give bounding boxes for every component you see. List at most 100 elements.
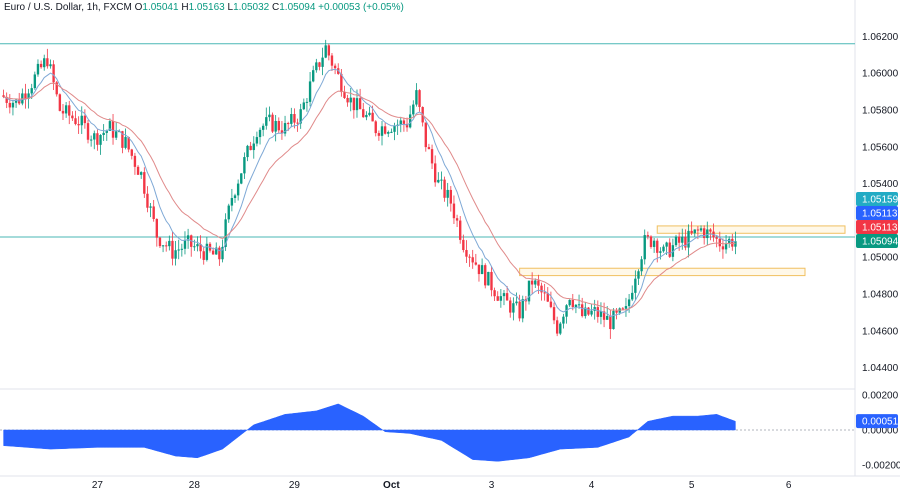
candle-body bbox=[227, 205, 230, 220]
candle-body bbox=[568, 299, 571, 306]
candle-body bbox=[24, 93, 27, 99]
candle-body bbox=[659, 251, 662, 253]
candle-body bbox=[171, 240, 174, 259]
candle-body bbox=[387, 132, 390, 134]
candle-body bbox=[283, 123, 287, 134]
candle-body bbox=[440, 179, 443, 181]
candle-body bbox=[599, 311, 603, 317]
candle-body bbox=[374, 121, 377, 134]
candle-body bbox=[527, 280, 531, 302]
candle-body bbox=[562, 316, 565, 324]
candle-body bbox=[377, 133, 381, 136]
candle-body bbox=[668, 242, 671, 257]
candle-body bbox=[161, 245, 165, 247]
candle-body bbox=[402, 120, 406, 124]
price-badge-label: 1.05113 bbox=[862, 223, 898, 234]
time-tick-label: 27 bbox=[92, 480, 104, 491]
candle-body bbox=[318, 62, 321, 67]
candle-body bbox=[114, 131, 118, 138]
candle-body bbox=[665, 242, 668, 247]
candle-body bbox=[18, 99, 21, 104]
candle-body bbox=[349, 97, 352, 103]
candle-body bbox=[133, 155, 137, 167]
candle-body bbox=[268, 114, 271, 118]
candle-body bbox=[14, 99, 18, 103]
osc-area bbox=[3, 403, 736, 462]
low-value: 1.05032 bbox=[233, 2, 270, 13]
candle-body bbox=[418, 90, 421, 108]
candle-body bbox=[627, 299, 631, 307]
candle-body bbox=[205, 243, 209, 260]
candle-body bbox=[358, 98, 362, 110]
candle-body bbox=[139, 172, 143, 175]
candle-body bbox=[36, 63, 40, 75]
candle-body bbox=[340, 73, 343, 93]
candle-body bbox=[321, 57, 324, 67]
time-tick-label: 29 bbox=[289, 480, 301, 491]
candle-body bbox=[136, 166, 140, 175]
chart-header: Euro / U.S. Dollar, 1h, FXCM O1.05041 H1… bbox=[4, 2, 404, 13]
candle-body bbox=[490, 271, 493, 291]
candle-body bbox=[199, 244, 202, 252]
candle-body bbox=[487, 271, 490, 286]
candle-body bbox=[127, 137, 130, 150]
candle-body bbox=[71, 115, 74, 119]
candle-body bbox=[196, 244, 199, 247]
zone-rect bbox=[519, 267, 806, 277]
candle-body bbox=[602, 311, 606, 320]
price-badge-label: 1.05094 bbox=[862, 237, 899, 248]
price-tick-label: 1.05000 bbox=[862, 253, 899, 264]
candle-body bbox=[299, 109, 302, 124]
candle-body bbox=[39, 63, 43, 68]
candle-body bbox=[152, 206, 155, 219]
price-tick-label: 1.05400 bbox=[862, 179, 899, 190]
price-tick-label: 1.06000 bbox=[862, 69, 899, 80]
candle-body bbox=[559, 323, 562, 334]
candle-body bbox=[643, 235, 646, 260]
candle-body bbox=[443, 179, 446, 198]
candle-body bbox=[180, 248, 184, 250]
candle-body bbox=[8, 102, 12, 108]
candle-body bbox=[11, 102, 15, 108]
candle-body bbox=[590, 310, 593, 315]
candle-body bbox=[362, 109, 365, 118]
candle-body bbox=[302, 102, 306, 110]
zone-rect bbox=[656, 225, 846, 234]
candle-body bbox=[315, 62, 318, 71]
candle-body bbox=[496, 296, 499, 301]
candle-body bbox=[549, 301, 553, 308]
candle-body bbox=[552, 307, 556, 321]
candle-body bbox=[155, 218, 159, 238]
candle-body bbox=[687, 230, 690, 248]
candle-body bbox=[74, 118, 77, 125]
osc-tick-label: 0.00000 bbox=[862, 426, 899, 437]
time-tick-label: 5 bbox=[689, 480, 695, 491]
time-tick-label: 3 bbox=[489, 480, 495, 491]
axes: 1.062001.060001.058001.056001.054001.052… bbox=[92, 32, 900, 491]
candle-body bbox=[211, 250, 215, 255]
candle-body bbox=[312, 70, 315, 82]
candle-body bbox=[46, 58, 49, 67]
candle-body bbox=[221, 246, 224, 260]
candle-body bbox=[631, 292, 634, 300]
candle-body bbox=[2, 95, 5, 97]
candle-body bbox=[77, 124, 80, 126]
candle-body bbox=[393, 125, 396, 132]
candle-body bbox=[271, 114, 274, 132]
osc-value-badge-label: 0.00051 bbox=[862, 417, 899, 428]
candles bbox=[2, 39, 737, 339]
candle-body bbox=[596, 307, 600, 317]
candle-body bbox=[584, 307, 587, 317]
close-value: 1.05094 bbox=[279, 2, 316, 13]
candle-body bbox=[240, 173, 243, 184]
candle-body bbox=[52, 64, 55, 83]
candle-body bbox=[477, 264, 481, 275]
candle-body bbox=[446, 189, 449, 198]
candle-body bbox=[33, 74, 37, 89]
candle-body bbox=[383, 126, 387, 134]
candle-body bbox=[324, 45, 327, 58]
candle-body bbox=[280, 130, 284, 134]
candle-body bbox=[121, 131, 124, 148]
candle-body bbox=[290, 114, 293, 124]
